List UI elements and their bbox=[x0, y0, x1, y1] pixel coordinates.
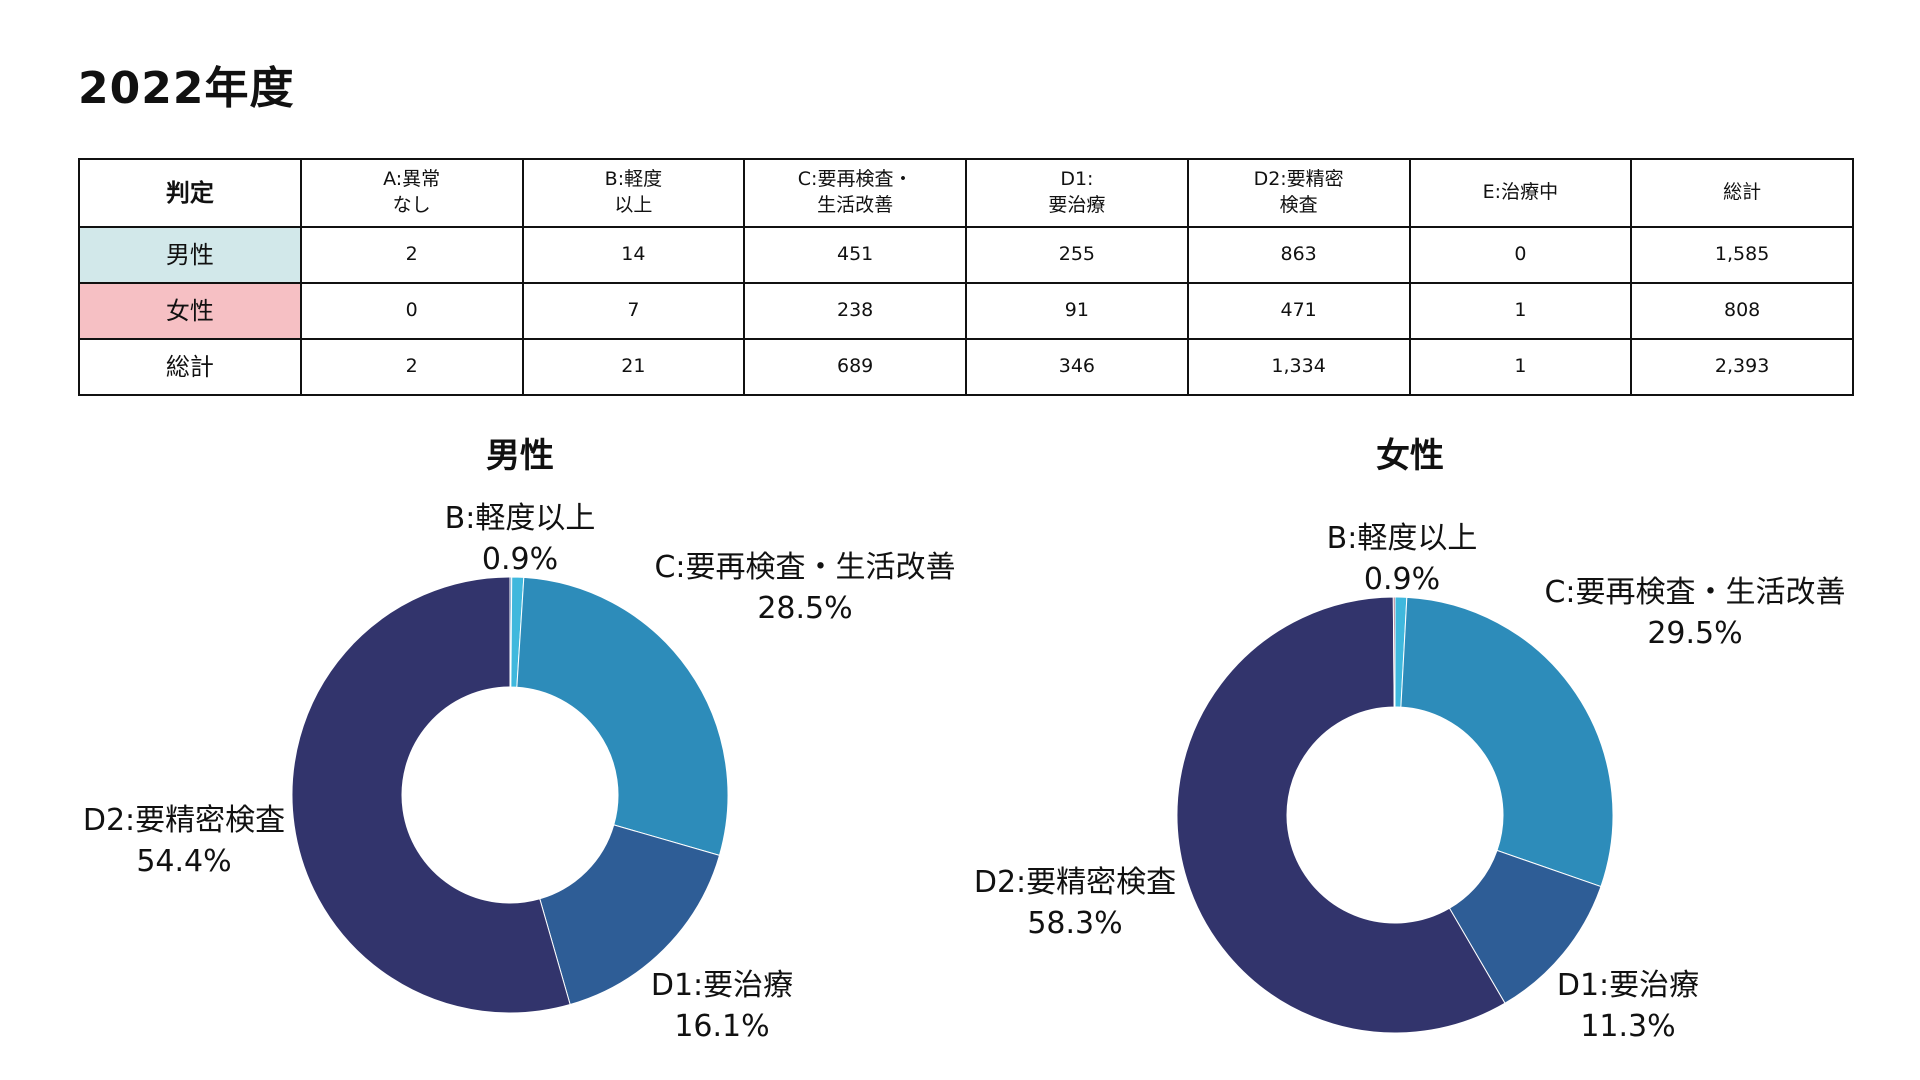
donut-slice bbox=[516, 576, 729, 856]
data-label-category: D2:要精密検査 bbox=[974, 865, 1176, 900]
column-header-line: C:要再検査・ bbox=[797, 168, 913, 191]
table-cell: 21 bbox=[521, 338, 746, 396]
column-header: E:治療中 bbox=[1408, 158, 1633, 228]
data-label-category: B:軽度以上 bbox=[445, 501, 596, 536]
table-cell: 1,334 bbox=[1186, 338, 1411, 396]
column-header: C:要再検査・ 生活改善 bbox=[743, 158, 967, 228]
table-cell: 91 bbox=[965, 282, 1189, 340]
table-cell: 2 bbox=[299, 338, 524, 396]
data-label-percent: 54.4% bbox=[136, 844, 231, 879]
row-label: 男性 bbox=[78, 226, 302, 284]
table-header-row: 判定 A:異常 なし B:軽度 以上 C:要再検査・ 生活改善 D1: 要治療 D2:要精密 検査… bbox=[78, 158, 1854, 228]
table-cell: 808 bbox=[1630, 282, 1854, 340]
donut-slice bbox=[1392, 596, 1396, 708]
table-row: 男性 2 14 451 255 863 0 1,585 bbox=[78, 226, 1854, 284]
table-corner-header: 判定 bbox=[78, 158, 302, 228]
column-header: B:軽度以上 bbox=[521, 158, 746, 228]
chart-title-male: 男性 bbox=[486, 436, 554, 476]
table-cell: 1 bbox=[1408, 282, 1633, 340]
summary-table: 判定 A:異常 なし B:軽度 以上 C:要再検査・ 生活改善 D1: 要治療 D2:要精密 検査… bbox=[78, 158, 1854, 396]
table-cell: 346 bbox=[965, 338, 1189, 396]
table-cell: 2,393 bbox=[1630, 338, 1854, 396]
donut-slice bbox=[539, 824, 721, 1006]
donut-slice bbox=[1400, 596, 1614, 888]
column-header: A:異常なし bbox=[299, 158, 524, 228]
column-header-line: なし bbox=[392, 194, 431, 216]
table-cell: 1 bbox=[1408, 338, 1633, 396]
data-label-percent: 11.3% bbox=[1580, 1009, 1675, 1044]
column-header: D1: 要治療 bbox=[965, 158, 1189, 228]
column-header-line: D1: bbox=[1060, 168, 1094, 191]
table-cell: 471 bbox=[1186, 282, 1411, 340]
table-row: 総計 2 21 689 346 1,334 1 2,393 bbox=[78, 338, 1854, 396]
data-label-category: C:要再検査・生活改善 bbox=[654, 550, 955, 585]
column-header-line: 以上 bbox=[614, 194, 653, 216]
column-header-line: D2:要精密 bbox=[1253, 168, 1344, 191]
data-label-percent: 58.3% bbox=[1027, 906, 1122, 941]
data-label-category: B:軽度以上 bbox=[1327, 521, 1478, 556]
column-header-line: 検査 bbox=[1279, 194, 1318, 216]
row-label: 総計 bbox=[78, 338, 302, 396]
column-header-line: E:治療中 bbox=[1482, 181, 1559, 204]
table-row: 女性 0 7 238 91 471 1 808 bbox=[78, 282, 1854, 340]
table-cell: 14 bbox=[521, 226, 746, 284]
data-label-percent: 0.9% bbox=[1364, 562, 1440, 597]
table-cell: 7 bbox=[521, 282, 746, 340]
column-header-line: B:軽度 bbox=[604, 168, 663, 191]
table-cell: 1,585 bbox=[1630, 226, 1854, 284]
table-cell: 689 bbox=[743, 338, 967, 396]
table-cell: 0 bbox=[299, 282, 524, 340]
data-label-percent: 28.5% bbox=[757, 591, 852, 626]
table-cell: 2 bbox=[299, 226, 524, 284]
table-body: 男性 2 14 451 255 863 0 1,585 女性 0 7 238 91 471 1 808 総計 2 2… bbox=[78, 226, 1854, 396]
data-label-category: C:要再検査・生活改善 bbox=[1544, 575, 1845, 610]
column-header: D2:要精密 検査 bbox=[1186, 158, 1411, 228]
donut-slice bbox=[291, 576, 571, 1014]
page-title: 2022年度 bbox=[78, 63, 295, 114]
column-header-line: 要治療 bbox=[1048, 194, 1106, 216]
donut-slice bbox=[1176, 596, 1506, 1034]
column-header-line: 生活改善 bbox=[817, 194, 894, 216]
row-label: 女性 bbox=[78, 282, 302, 340]
data-label-percent: 29.5% bbox=[1647, 616, 1742, 651]
data-label-category: D2:要精密検査 bbox=[83, 803, 285, 838]
data-label-category: D1:要治療 bbox=[651, 968, 793, 1003]
table-cell: 451 bbox=[743, 226, 967, 284]
column-header-line: 総計 bbox=[1723, 181, 1762, 204]
chart-title-female: 女性 bbox=[1376, 436, 1444, 476]
table-cell: 863 bbox=[1186, 226, 1411, 284]
column-header-line: A:異常 bbox=[383, 168, 441, 191]
column-header: 総計 bbox=[1630, 158, 1854, 228]
table-cell: 255 bbox=[965, 226, 1189, 284]
data-label-percent: 16.1% bbox=[674, 1009, 769, 1044]
table-cell: 0 bbox=[1408, 226, 1633, 284]
table-cell: 238 bbox=[743, 282, 967, 340]
data-label-category: D1:要治療 bbox=[1557, 968, 1699, 1003]
data-label-percent: 0.9% bbox=[482, 542, 558, 577]
